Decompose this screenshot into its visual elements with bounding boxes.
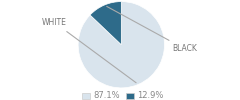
Text: BLACK: BLACK (107, 6, 197, 53)
Text: WHITE: WHITE (42, 18, 136, 83)
Wedge shape (78, 2, 164, 88)
Legend: 87.1%, 12.9%: 87.1%, 12.9% (79, 88, 167, 100)
Wedge shape (90, 2, 121, 45)
